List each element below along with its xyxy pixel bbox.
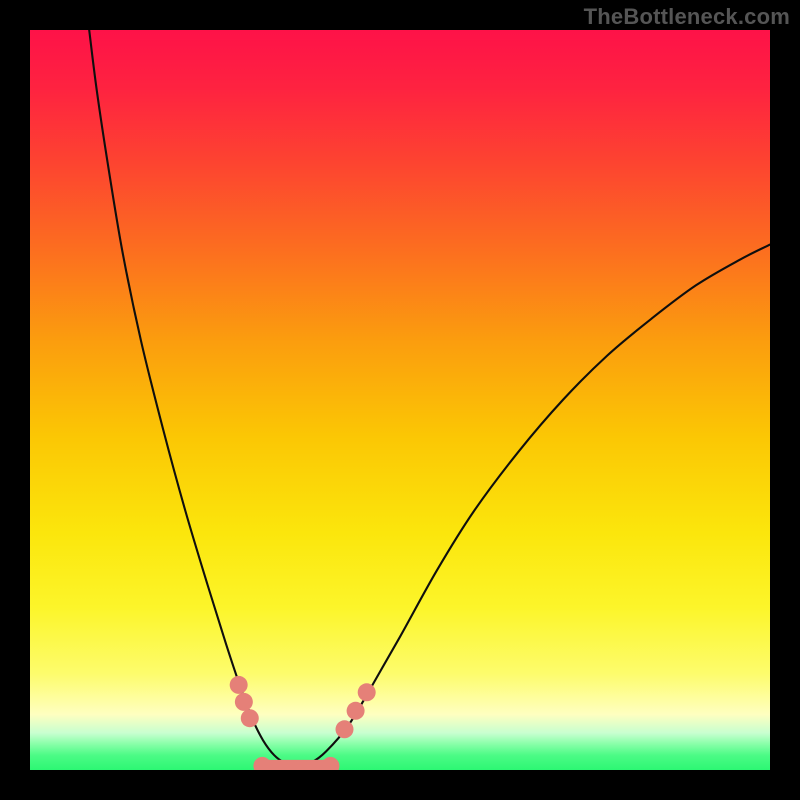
marker-left-2 [241,709,259,727]
plot-background [30,30,770,770]
marker-right-2 [358,683,376,701]
marker-left-0 [230,676,248,694]
chart-stage: TheBottleneck.com [0,0,800,800]
bottleneck-chart-svg [0,0,800,800]
watermark-text: TheBottleneck.com [584,4,790,30]
marker-right-0 [336,720,354,738]
marker-right-1 [347,702,365,720]
marker-left-1 [235,693,253,711]
